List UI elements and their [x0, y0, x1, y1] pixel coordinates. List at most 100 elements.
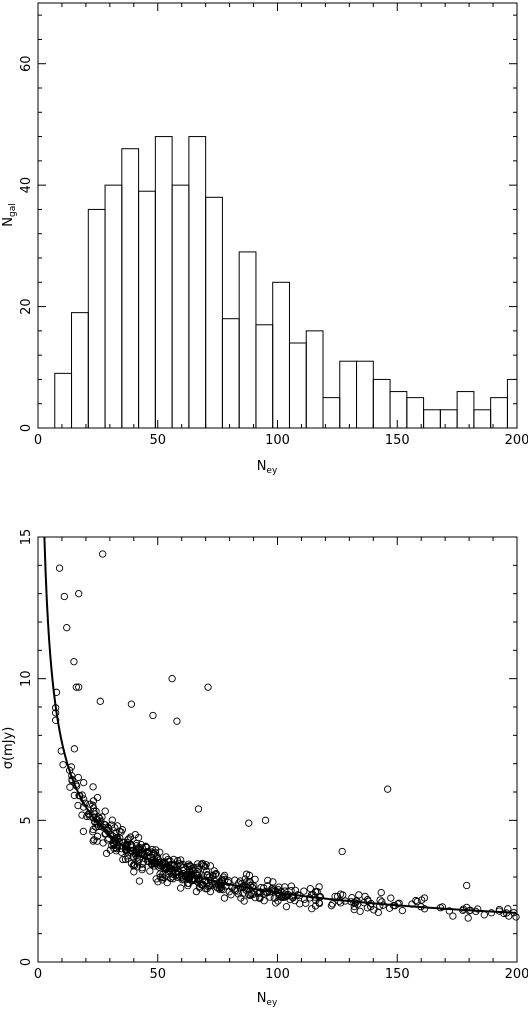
scatter-point [125, 835, 133, 843]
scatter-point [162, 853, 170, 861]
scatter-point [63, 624, 71, 632]
scatter-xlabel: Ney [257, 991, 278, 1008]
scatter-y-tick-label: 15 [19, 529, 34, 546]
scatter-point [143, 843, 151, 852]
scatter-point [135, 877, 144, 885]
scatter-point [173, 717, 181, 725]
scatter-point [148, 848, 156, 856]
scatter-point [291, 896, 299, 905]
scatter-x-tick-label: 50 [149, 967, 166, 982]
scatter-point [75, 683, 83, 691]
scatter-point [177, 884, 185, 892]
scatter-x-tick-label: 150 [385, 967, 410, 982]
scatter-point [194, 867, 202, 876]
scatter-point [187, 862, 195, 871]
scatter-point [70, 745, 79, 753]
scatter-point [113, 822, 122, 830]
histogram-bar [406, 397, 425, 429]
scatter-point [190, 863, 198, 872]
histogram-bar [272, 281, 290, 429]
scatter-point [206, 881, 214, 890]
scatter-point [127, 859, 136, 868]
scatter-point [245, 819, 253, 827]
scatter-point [70, 658, 78, 666]
scatter-x-tick-label: 0 [34, 967, 42, 982]
hist-ylabel: Ngal [1, 203, 18, 226]
scatter-point [370, 906, 378, 914]
hist-xlabel: Ney [257, 459, 278, 476]
scatter-point [194, 805, 203, 813]
scatter-point [124, 854, 132, 863]
scatter-point [74, 773, 82, 782]
histogram-bar [456, 391, 475, 429]
scatter-point [198, 859, 207, 867]
scatter-x-tick-label: 100 [265, 967, 290, 982]
scatter-point [59, 761, 67, 769]
scatter-point [240, 897, 248, 905]
scatter-point [487, 909, 496, 917]
scatter-point [420, 894, 429, 902]
histogram-bar [473, 409, 492, 429]
scatter-point [110, 844, 118, 852]
scatter-point [186, 861, 194, 870]
scatter-point [287, 882, 296, 890]
scatter-point [173, 861, 181, 869]
scatter-point [282, 903, 291, 911]
fit-curve [43, 536, 517, 914]
histogram-bar [356, 360, 374, 429]
histogram-bar [87, 208, 106, 429]
scatter-point [96, 697, 104, 705]
scatter-point [142, 842, 150, 850]
scatter-point [206, 862, 215, 870]
scatter-point [302, 899, 310, 907]
hist-x-tick-label: 50 [149, 433, 166, 448]
scatter-point [146, 867, 154, 875]
scatter-point [474, 905, 482, 913]
scatter-ylabel: σ(mJy) [1, 727, 16, 770]
scatter-point [376, 896, 384, 904]
scatter-point [464, 914, 472, 922]
hist-y-tick-label: 0 [19, 424, 34, 432]
histogram-bar [439, 409, 458, 429]
scatter-point [135, 843, 143, 851]
scatter-point [355, 891, 363, 899]
scatter-point [108, 816, 116, 824]
scatter-point [96, 815, 104, 823]
histogram-bar [205, 196, 223, 429]
scatter-point [149, 711, 157, 720]
histogram-bar [121, 148, 140, 429]
scatter-panel: Ney σ(mJy) 0 50 100 150 200 0 5 10 15 [1, 529, 528, 1008]
scatter-point [356, 907, 364, 915]
scatter-point [168, 675, 176, 683]
scatter-point [151, 859, 160, 867]
scatter-point [154, 878, 162, 886]
scatter-point [227, 891, 235, 899]
scatter-point [463, 881, 471, 890]
scatter-point [504, 905, 512, 913]
scatter-point [60, 592, 68, 601]
histogram-bar [339, 360, 358, 429]
histogram-bar [389, 391, 408, 429]
scatter-point [420, 905, 429, 913]
scatter-y-tick-label: 0 [19, 958, 34, 966]
scatter-point [291, 886, 299, 895]
scatter-point [76, 791, 84, 800]
scatter-y-tick-label: 5 [19, 816, 34, 824]
scatter-point [78, 811, 86, 819]
scatter-point [246, 891, 255, 900]
hist-x-tick-label: 0 [34, 433, 42, 448]
scatter-point [55, 564, 64, 572]
scatter-point [95, 813, 103, 821]
scatter-point [99, 839, 107, 847]
histogram-bar [238, 251, 257, 429]
scatter-point [52, 716, 60, 724]
scatter-point [202, 861, 210, 869]
histogram-bar [221, 318, 240, 429]
scatter-point [177, 861, 185, 869]
scatter-point [70, 791, 79, 800]
hist-x-tick-label: 100 [265, 433, 290, 448]
scatter-point [220, 871, 229, 880]
scatter-point [374, 908, 382, 917]
histogram-bar [506, 378, 518, 429]
